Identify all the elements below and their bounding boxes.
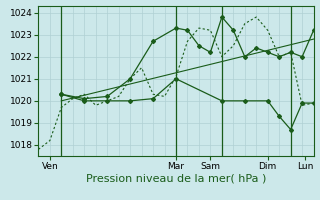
X-axis label: Pression niveau de la mer( hPa ): Pression niveau de la mer( hPa ) — [86, 173, 266, 183]
